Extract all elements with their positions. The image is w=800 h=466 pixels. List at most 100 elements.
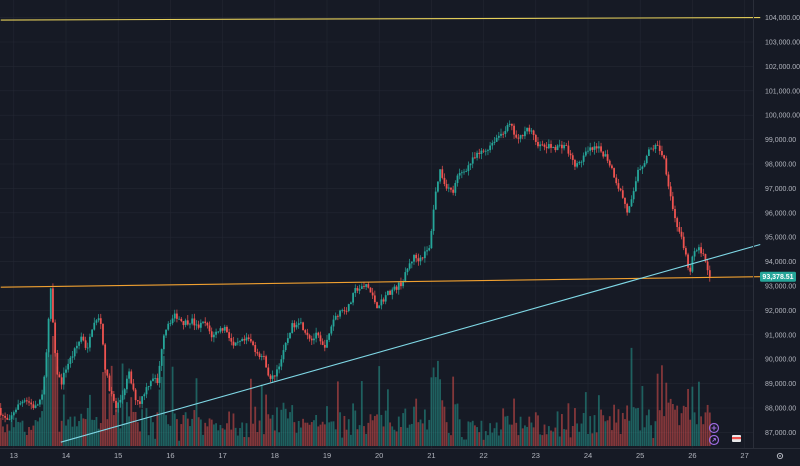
y-tick-label: 90,000.00	[765, 357, 796, 364]
volume-bar	[665, 382, 668, 446]
trendline-upper-resistance[interactable]	[0, 17, 761, 21]
price-axis[interactable]: 87,000.00 88,000.00 89,000.00 90,000.00 91,0…	[765, 15, 800, 437]
candle-body	[441, 169, 444, 178]
candle-body	[608, 160, 611, 166]
candle-body	[650, 148, 652, 150]
volume-bar	[62, 394, 65, 446]
volume-bar	[195, 378, 198, 446]
candle-body	[578, 162, 581, 164]
candle-body	[428, 248, 431, 251]
refresh-button[interactable]	[708, 434, 720, 446]
volume-bar	[173, 413, 176, 446]
volume-bar	[419, 419, 422, 446]
volume-bar	[141, 409, 144, 446]
candle-body	[408, 263, 411, 269]
candle-body	[241, 338, 244, 342]
candle-body	[25, 400, 28, 402]
volume-bar	[648, 409, 650, 446]
candle-body	[54, 322, 57, 353]
chart-overlay-buttons[interactable]	[708, 422, 784, 460]
volume-bar	[369, 414, 372, 446]
candle-body	[180, 318, 183, 322]
trendlines[interactable]	[0, 17, 761, 443]
candle-body	[469, 163, 472, 166]
candle-body	[326, 339, 328, 348]
volume-bar	[602, 415, 605, 446]
candle-body	[569, 153, 572, 156]
volume-bar	[204, 422, 207, 446]
add-alert-button[interactable]	[708, 422, 720, 434]
candle-body	[213, 334, 215, 338]
volume-bar	[452, 376, 455, 446]
volume-bar	[606, 420, 609, 446]
candle-body	[243, 338, 246, 341]
candle-body	[519, 135, 522, 139]
candle-body	[369, 287, 372, 293]
candle-body	[39, 399, 41, 405]
volume-bar	[526, 426, 528, 446]
candle-body	[132, 383, 135, 390]
candle-body	[526, 127, 528, 132]
volume-bar	[691, 386, 694, 446]
volume-bar	[439, 379, 441, 446]
x-tick-label: 25	[636, 451, 644, 460]
volume-bar	[45, 358, 48, 446]
candle-body	[52, 288, 54, 323]
volume-bar	[293, 422, 296, 446]
candle-body	[210, 331, 213, 338]
volume-bar	[706, 404, 709, 446]
volume-bar	[561, 414, 563, 446]
candle-body	[78, 341, 80, 346]
volume-bar	[193, 410, 196, 446]
volume-bar	[654, 421, 657, 446]
candle-body	[273, 375, 276, 377]
volume-bar	[465, 439, 468, 446]
candle-body	[432, 209, 435, 231]
candle-body	[597, 146, 600, 149]
volume-bar	[574, 408, 576, 446]
volume-bar	[584, 392, 587, 446]
candle-body	[126, 378, 128, 390]
candle-body	[541, 144, 544, 146]
candle-body	[404, 272, 407, 283]
y-tick-label: 93,000.00	[765, 284, 796, 291]
trendline-rising-trendline[interactable]	[60, 243, 761, 443]
candle-body	[217, 331, 220, 333]
time-axis[interactable]: 13 14 15 16 17 18 19 20 21 22 23 24 25 26 27	[10, 451, 749, 460]
candle-body	[315, 332, 318, 339]
volume-bar	[273, 430, 276, 446]
volume-bar	[269, 418, 272, 446]
last-price-label: 93,378.51	[762, 274, 793, 281]
volume-bar	[23, 431, 26, 446]
volume-bar	[637, 407, 639, 446]
candle-body	[208, 325, 211, 332]
settings-gear-icon[interactable]	[776, 452, 784, 460]
volume-bar	[12, 427, 15, 446]
volume-bar	[65, 425, 67, 446]
volume-bar	[78, 421, 80, 446]
volume-bar	[104, 359, 107, 446]
volume-bar	[8, 430, 11, 446]
volume-bar	[69, 416, 72, 446]
candle-body	[149, 381, 152, 387]
candle-body	[378, 305, 381, 309]
y-tick-label: 98,000.00	[765, 162, 796, 169]
volume-bar	[567, 403, 570, 446]
candle-body	[247, 337, 250, 339]
volume-bar	[674, 409, 676, 446]
trendline-horizontal-support[interactable]	[0, 276, 761, 288]
candle-body	[93, 322, 96, 330]
candle-body	[347, 304, 350, 311]
candle-body	[321, 341, 324, 345]
volume-bar	[112, 415, 115, 446]
candle-body	[215, 331, 217, 335]
candle-body	[91, 329, 93, 337]
flag-icon[interactable]	[732, 435, 741, 442]
candle-body	[86, 347, 89, 349]
candle-body	[341, 310, 344, 312]
candle-body	[487, 150, 489, 151]
candle-body	[558, 144, 561, 146]
volume-bar	[397, 416, 400, 446]
candle-body	[6, 417, 9, 420]
